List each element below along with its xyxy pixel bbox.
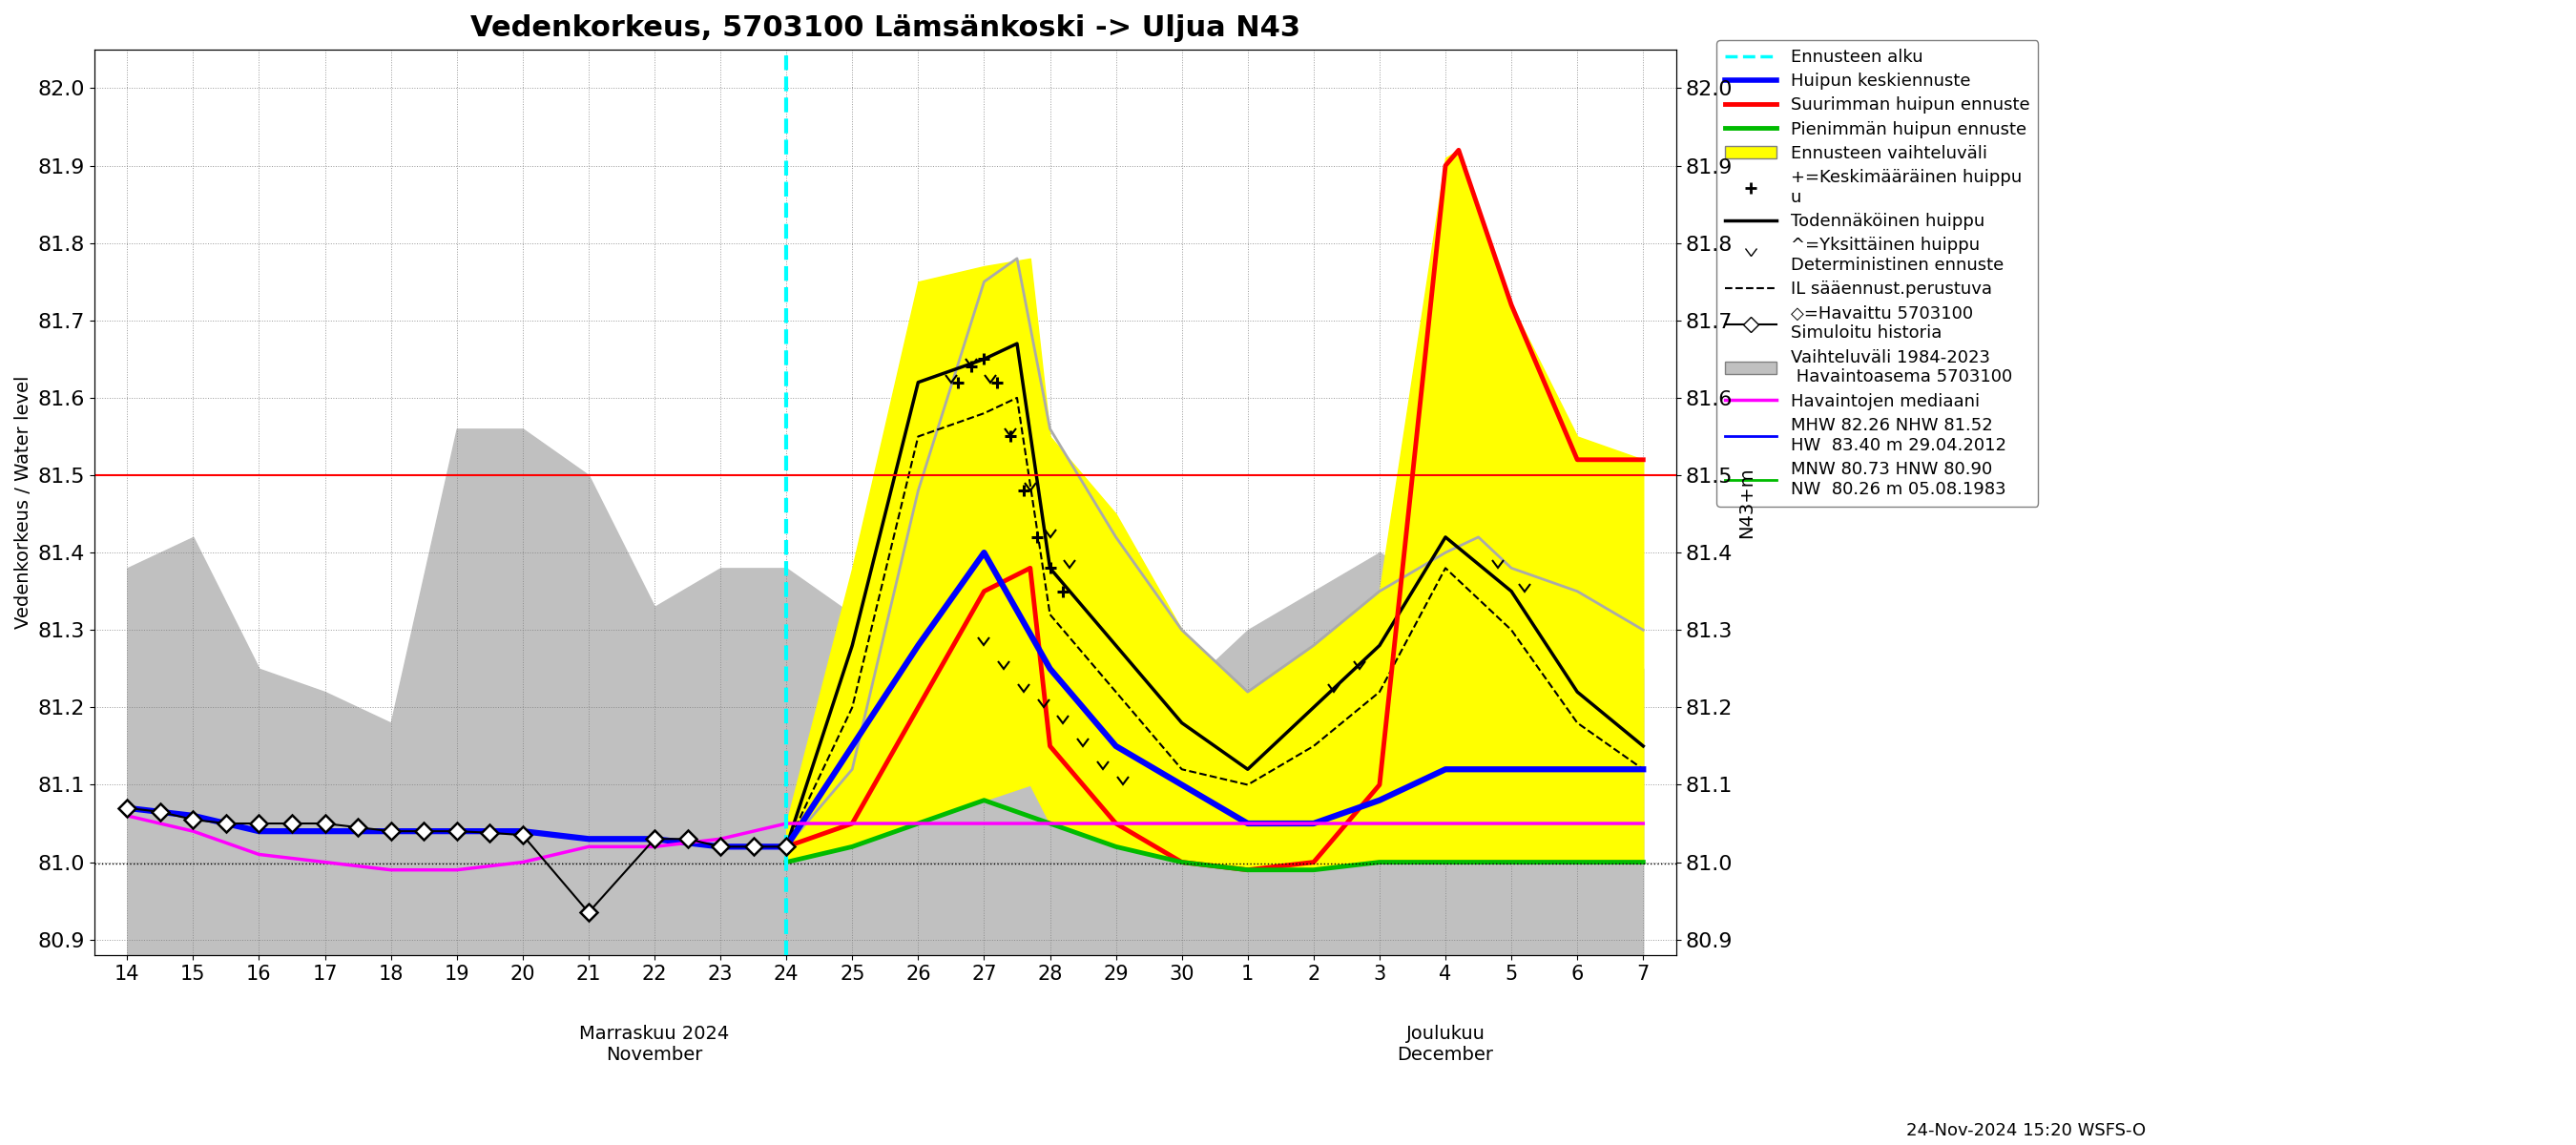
Title: Vedenkorkeus, 5703100 Lämsänkoski -> Uljua N43: Vedenkorkeus, 5703100 Lämsänkoski -> Ulj… xyxy=(471,14,1301,42)
Legend: Ennusteen alku, Huipun keskiennuste, Suurimman huipun ennuste, Pienimmän huipun : Ennusteen alku, Huipun keskiennuste, Suu… xyxy=(1716,40,2038,506)
Y-axis label: Vedenkorkeus / Water level: Vedenkorkeus / Water level xyxy=(15,376,33,629)
Text: Marraskuu 2024
November: Marraskuu 2024 November xyxy=(580,1025,729,1064)
Text: Joulukuu
December: Joulukuu December xyxy=(1396,1025,1494,1064)
Text: 24-Nov-2024 15:20 WSFS-O: 24-Nov-2024 15:20 WSFS-O xyxy=(1906,1122,2146,1139)
Y-axis label: N43+m: N43+m xyxy=(1739,467,1757,538)
